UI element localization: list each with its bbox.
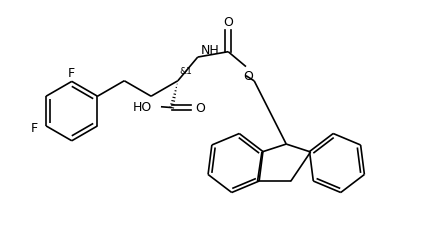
Text: O: O (243, 70, 253, 83)
Text: O: O (223, 16, 233, 28)
Text: NH: NH (201, 44, 219, 57)
Text: HO: HO (133, 101, 152, 114)
Text: F: F (68, 67, 75, 79)
Text: F: F (31, 122, 38, 135)
Text: &1: &1 (179, 67, 192, 76)
Text: O: O (195, 102, 205, 115)
